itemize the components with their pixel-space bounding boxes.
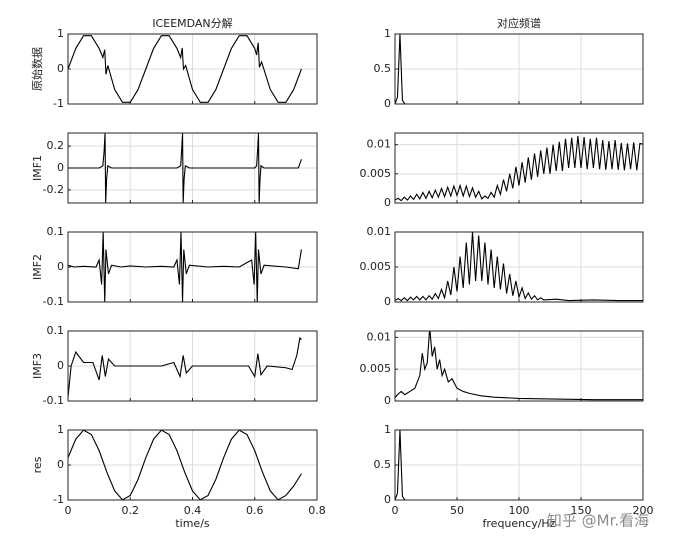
- y-tick-label: -0.2: [43, 183, 64, 196]
- axes-box: [394, 33, 644, 105]
- data-line: [68, 430, 302, 500]
- subplot: 0 50 100 150 200 0 0.5 1 frequency/Hz: [374, 423, 654, 530]
- plot-area: [68, 430, 302, 500]
- y-tick-label: 1: [384, 423, 391, 436]
- plot-area: [68, 232, 302, 302]
- y-tick-label: 0.01: [367, 138, 392, 151]
- x-tick-label: 0: [392, 504, 399, 517]
- x-tick-label: 50: [450, 504, 464, 517]
- y-tick-label: 1: [384, 27, 391, 40]
- y-tick-label: 0.01: [367, 225, 392, 238]
- axes-box: [67, 132, 318, 204]
- axes-box: [394, 132, 644, 204]
- y-tick-label: 0.005: [360, 260, 392, 273]
- data-line: [68, 232, 302, 302]
- y-tick-label: 1: [57, 27, 64, 40]
- subplot-title: 对应频谱: [497, 16, 541, 30]
- y-tick-label: -1: [53, 493, 64, 506]
- axes-box: [394, 330, 644, 402]
- y-tick-label: -0.1: [43, 295, 64, 308]
- watermark: 知乎 @Mr.看海: [547, 512, 649, 530]
- subplot-title: ICEEMDAN分解: [152, 16, 232, 30]
- y-tick-label: -0.1: [43, 394, 64, 407]
- y-tick-label: 0: [57, 62, 64, 75]
- x-tick-label: 0: [65, 504, 72, 517]
- axes-box: [67, 330, 318, 402]
- axes-box: [394, 429, 644, 501]
- y-tick-label: 0: [57, 161, 64, 174]
- axes-box: [394, 231, 644, 303]
- y-tick-label: 0: [384, 97, 391, 110]
- axes-box: [67, 429, 318, 501]
- y-tick-label: 1: [57, 423, 64, 436]
- y-tick-label: 0.2: [47, 139, 65, 152]
- y-axis-label: IMF3: [31, 353, 44, 379]
- y-tick-label: 0: [384, 295, 391, 308]
- data-line: [68, 133, 302, 203]
- x-tick-label: 150: [571, 504, 592, 517]
- y-tick-label: 0: [57, 260, 64, 273]
- subplot: -0.1 0 0.1 IMF3: [31, 324, 318, 407]
- x-tick-label: 0.6: [246, 504, 264, 517]
- subplot: 0 0.005 0.01: [360, 225, 644, 308]
- y-tick-label: 0: [57, 359, 64, 372]
- y-axis-label: res: [31, 456, 44, 473]
- axes-box: [67, 231, 318, 303]
- axes-box: [67, 33, 318, 105]
- data-line: [395, 232, 643, 302]
- data-line: [395, 331, 643, 401]
- y-tick-label: 0.1: [47, 324, 65, 337]
- plot-area: [68, 133, 302, 203]
- plot-area: [395, 232, 643, 302]
- y-tick-label: 0.5: [374, 458, 392, 471]
- y-axis-label: 原始数据: [30, 47, 44, 91]
- y-tick-label: 0.5: [374, 62, 392, 75]
- data-line: [395, 135, 643, 202]
- data-line: [68, 35, 302, 103]
- y-tick-label: 0: [384, 196, 391, 209]
- data-line: [395, 34, 643, 104]
- data-line: [68, 336, 302, 398]
- plot-area: [395, 331, 643, 401]
- subplot: -0.1 0 0.1 IMF2: [31, 225, 318, 308]
- subplot: 0 0.005 0.01: [360, 330, 644, 407]
- plot-area: [395, 430, 643, 500]
- plot-area: [68, 336, 302, 398]
- plot-area: [395, 135, 643, 202]
- y-tick-label: 0.01: [367, 330, 392, 343]
- y-axis-label: IMF1: [31, 155, 44, 181]
- y-tick-label: 0.005: [360, 362, 392, 375]
- subplot: 0 0.005 0.01: [360, 132, 644, 209]
- x-tick-label: 0.2: [122, 504, 140, 517]
- x-tick-label: 0.8: [308, 504, 326, 517]
- data-line: [395, 430, 643, 500]
- y-tick-label: -1: [53, 97, 64, 110]
- x-tick-label: 200: [633, 504, 654, 517]
- y-tick-label: 0: [384, 394, 391, 407]
- plot-area: [395, 34, 643, 104]
- x-axis-label: frequency/Hz: [483, 517, 556, 530]
- x-tick-label: 100: [509, 504, 530, 517]
- subplot: 0 0.5 1 对应频谱: [374, 16, 644, 110]
- x-tick-label: 0.4: [184, 504, 202, 517]
- y-tick-label: 0.005: [360, 167, 392, 180]
- y-tick-label: 0: [57, 458, 64, 471]
- x-axis-label: time/s: [175, 517, 210, 530]
- y-axis-label: IMF2: [31, 254, 44, 280]
- plot-area: [68, 35, 302, 103]
- y-tick-label: 0: [384, 493, 391, 506]
- y-tick-label: 0.1: [47, 225, 65, 238]
